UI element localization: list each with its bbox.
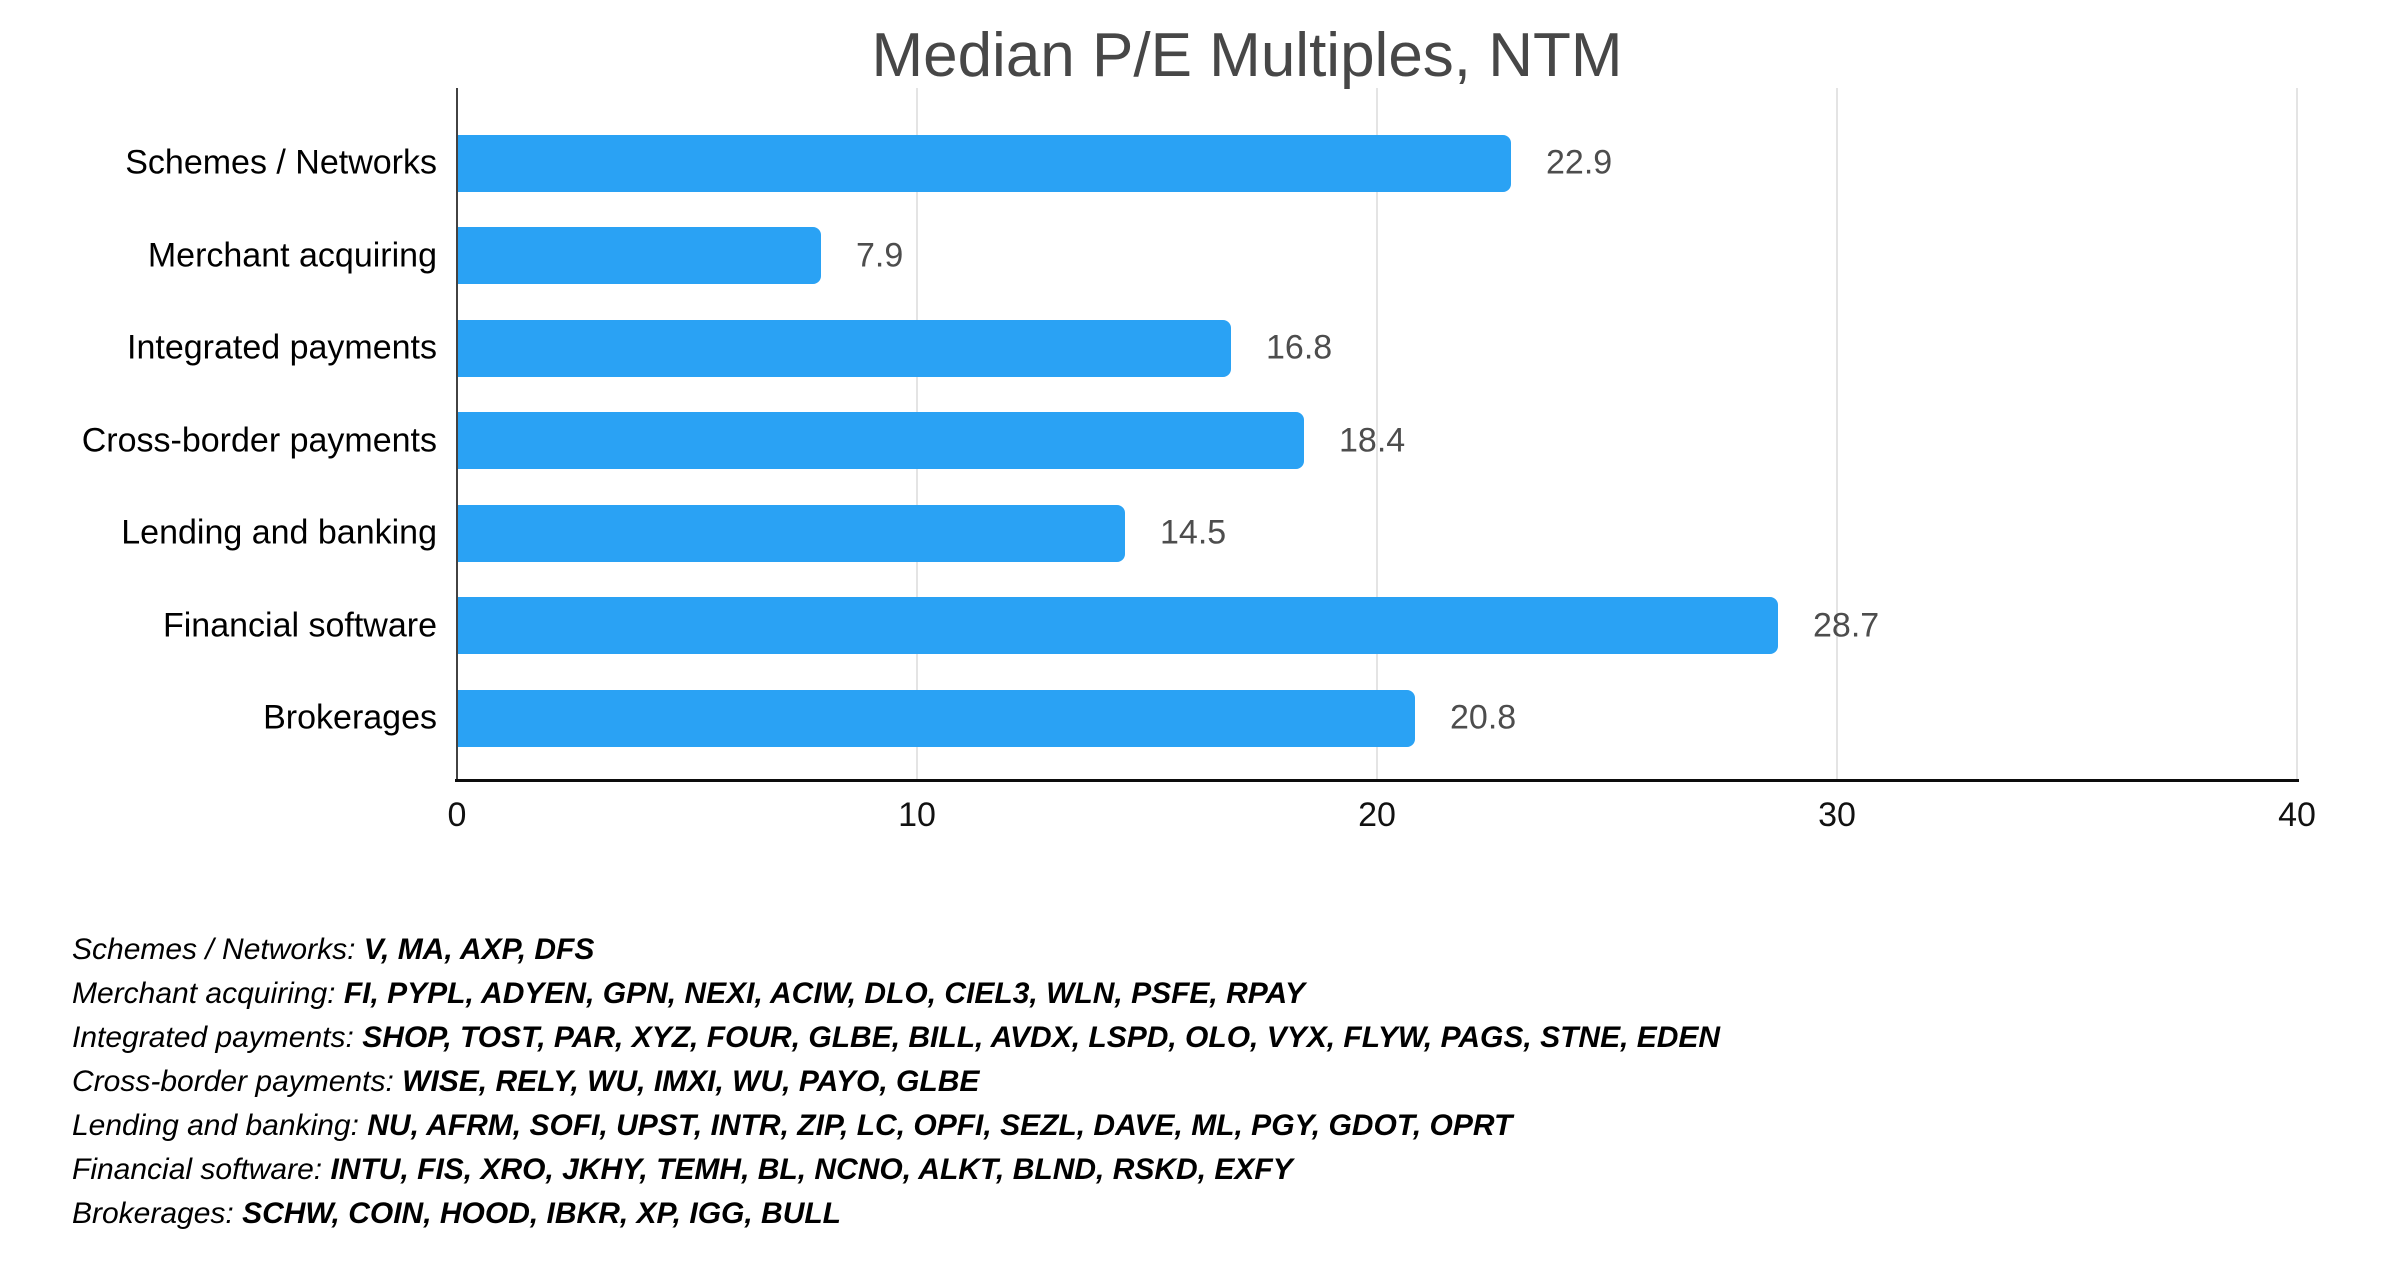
footnote-category: Cross-border payments: bbox=[72, 1065, 394, 1098]
gridline-40 bbox=[2296, 88, 2298, 780]
footnote-line: Integrated payments: SHOP, TOST, PAR, XY… bbox=[72, 1016, 1720, 1060]
bar bbox=[458, 597, 1778, 654]
value-label: 18.4 bbox=[1339, 421, 1406, 459]
footnote-tickers: WISE, RELY, WU, IMXI, WU, PAYO, GLBE bbox=[402, 1065, 980, 1098]
footnote-category: Schemes / Networks: bbox=[72, 933, 356, 966]
gridline-30 bbox=[1836, 88, 1838, 780]
bar bbox=[458, 504, 1125, 562]
x-tick-label: 10 bbox=[898, 796, 936, 834]
value-label: 22.9 bbox=[1546, 143, 1613, 182]
value-label: 28.7 bbox=[1813, 606, 1880, 644]
value-label: 16.8 bbox=[1266, 328, 1333, 367]
footnote-line: Lending and banking: NU, AFRM, SOFI, UPS… bbox=[72, 1104, 1720, 1148]
footnote-line: Merchant acquiring: FI, PYPL, ADYEN, GPN… bbox=[72, 972, 1720, 1016]
footnote-tickers: NU, AFRM, SOFI, UPST, INTR, ZIP, LC, OPF… bbox=[367, 1109, 1513, 1142]
category-label: Merchant acquiring bbox=[147, 236, 437, 274]
footnote-tickers: V, MA, AXP, DFS bbox=[363, 933, 595, 966]
footnote-tickers: FI, PYPL, ADYEN, GPN, NEXI, ACIW, DLO, C… bbox=[343, 977, 1305, 1010]
category-label: Cross-border payments bbox=[81, 421, 437, 459]
footnote-category: Merchant acquiring: bbox=[72, 977, 336, 1010]
x-tick-label: 0 bbox=[447, 796, 467, 834]
footnote-line: Schemes / Networks: V, MA, AXP, DFS bbox=[72, 928, 1720, 972]
x-axis-line bbox=[455, 779, 2299, 782]
footnote-category: Financial software: bbox=[72, 1153, 323, 1186]
bar bbox=[458, 134, 1511, 192]
bar bbox=[458, 227, 821, 284]
footnotes-block: Schemes / Networks: V, MA, AXP, DFS Merch… bbox=[72, 928, 1720, 1236]
footnote-line: Financial software: INTU, FIS, XRO, JKHY… bbox=[72, 1148, 1720, 1192]
x-tick-label: 20 bbox=[1358, 796, 1396, 834]
footnote-tickers: INTU, FIS, XRO, JKHY, TEMH, BL, NCNO, AL… bbox=[330, 1153, 1293, 1186]
bar bbox=[458, 412, 1304, 469]
value-label: 20.8 bbox=[1450, 698, 1517, 737]
footnote-line: Brokerages: SCHW, COIN, HOOD, IBKR, XP, … bbox=[72, 1192, 1720, 1236]
footnote-tickers: SCHW, COIN, HOOD, IBKR, XP, IGG, BULL bbox=[242, 1197, 842, 1230]
plot-area bbox=[457, 88, 2298, 780]
category-label: Lending and banking bbox=[121, 513, 437, 552]
x-tick-label: 40 bbox=[2278, 796, 2316, 834]
value-label: 14.5 bbox=[1160, 513, 1227, 552]
y-axis-line bbox=[456, 88, 458, 780]
footnote-category: Lending and banking: bbox=[72, 1109, 359, 1142]
gridline-20 bbox=[1376, 88, 1378, 780]
footnote-category: Integrated payments: bbox=[72, 1021, 354, 1054]
category-label: Schemes / Networks bbox=[125, 143, 437, 182]
value-label: 7.9 bbox=[856, 236, 904, 274]
category-label: Integrated payments bbox=[127, 328, 437, 367]
footnote-line: Cross-border payments: WISE, RELY, WU, I… bbox=[72, 1060, 1720, 1104]
bar bbox=[458, 689, 1415, 747]
category-label: Financial software bbox=[162, 606, 437, 644]
chart-title: Median P/E Multiples, NTM bbox=[871, 21, 1623, 90]
category-label: Brokerages bbox=[263, 698, 437, 737]
bar bbox=[458, 319, 1231, 377]
x-tick-label: 30 bbox=[1818, 796, 1856, 834]
footnote-category: Brokerages: bbox=[72, 1197, 234, 1230]
footnote-tickers: SHOP, TOST, PAR, XYZ, FOUR, GLBE, BILL, … bbox=[362, 1021, 1721, 1054]
